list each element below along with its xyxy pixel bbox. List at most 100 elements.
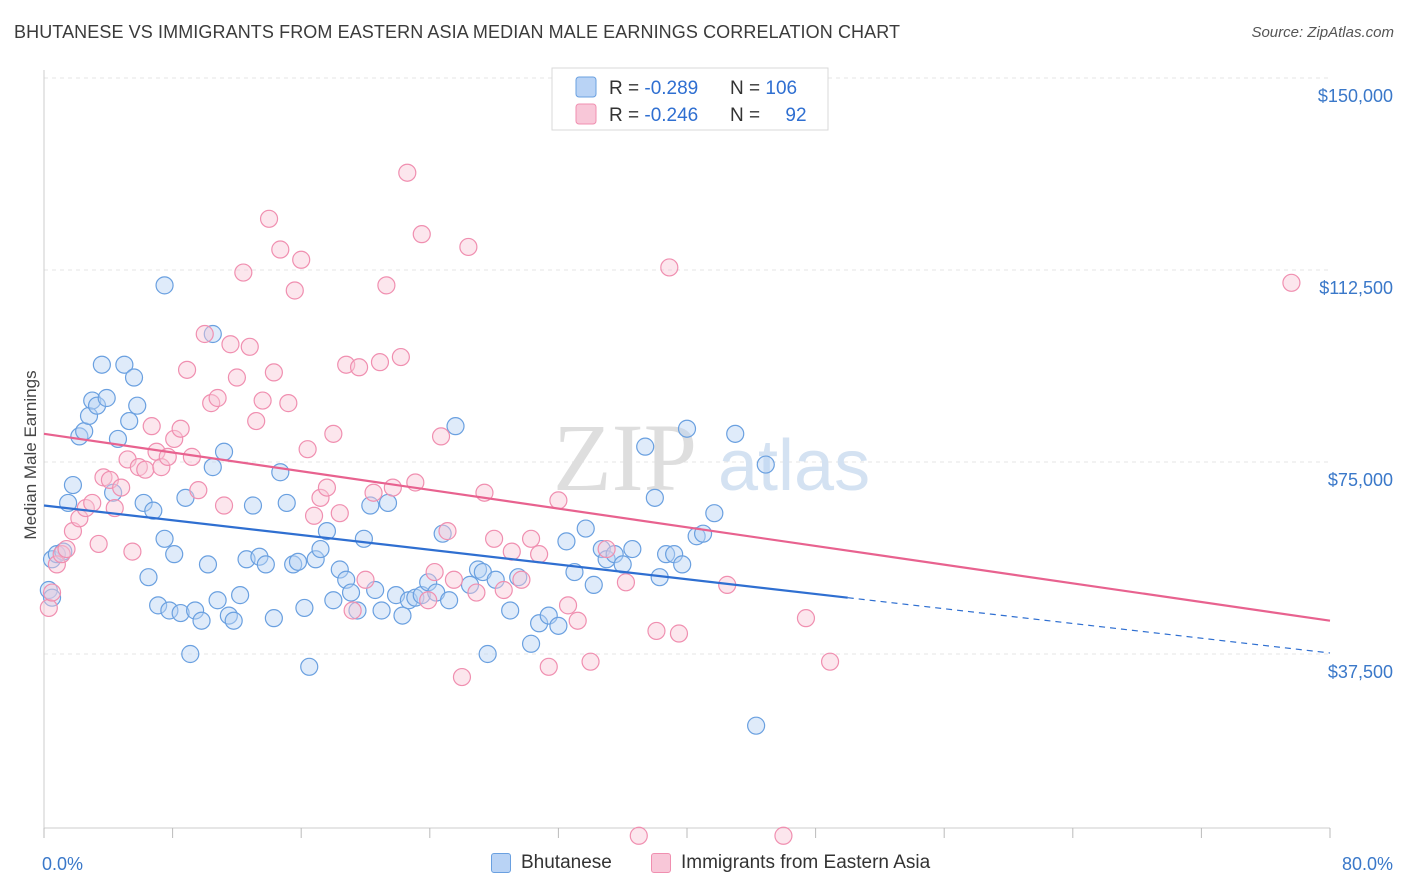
bhutanese-point xyxy=(264,609,283,628)
legend-swatch-bhutanese xyxy=(491,853,511,873)
bhutanese-point xyxy=(208,591,227,610)
bhutanese-point xyxy=(306,550,325,569)
bhutanese-point xyxy=(372,601,391,620)
eastern-asia-point xyxy=(311,488,330,507)
y-tick-label: $150,000 xyxy=(1318,86,1393,106)
bhutanese-point xyxy=(75,422,94,441)
legend-r-value-bhutanese: -0.289 xyxy=(644,78,698,99)
bhutanese-point xyxy=(97,388,116,408)
x-tick-label-min: 0.0% xyxy=(42,854,83,874)
y-tick-label: $37,500 xyxy=(1328,662,1393,682)
bhutanese-point xyxy=(677,419,697,438)
bhutanese-point xyxy=(198,555,218,574)
bhutanese-point xyxy=(530,614,549,633)
x-tick-label-max: 80.0% xyxy=(1342,854,1393,874)
bhutanese-point xyxy=(433,524,452,543)
eastern-asia-point xyxy=(304,506,324,525)
bhutanese-point xyxy=(726,424,745,443)
axes-layer xyxy=(43,70,1331,838)
eastern-asia-point xyxy=(391,347,410,367)
legend-n-value-eastern-asia: 92 xyxy=(785,105,806,126)
bhutanese-point xyxy=(354,529,373,548)
eastern-asia-point xyxy=(669,624,689,643)
legend-label-eastern-asia: Immigrants from Eastern Asia xyxy=(681,852,931,873)
bhutanese-point xyxy=(134,493,153,513)
eastern-asia-point xyxy=(412,225,431,244)
eastern-asia-point xyxy=(152,458,171,477)
eastern-asia-point xyxy=(494,580,513,600)
bhutanese-point xyxy=(645,488,664,507)
bhutanese-point xyxy=(284,555,303,574)
eastern-asia-point xyxy=(796,609,816,628)
bhutanese-point xyxy=(192,611,211,630)
bhutanese-point xyxy=(311,539,330,559)
bhutanese-point xyxy=(124,368,144,387)
bhutanese-point xyxy=(501,601,520,620)
bhutanese-point xyxy=(256,555,275,574)
eastern-asia-point xyxy=(240,337,259,356)
legend-n-label: N = xyxy=(730,105,765,126)
bhutanese-point xyxy=(203,458,222,477)
eastern-asia-point xyxy=(259,209,279,228)
watermark-zip: ZIP xyxy=(553,404,697,511)
eastern-asia-point xyxy=(189,481,208,500)
eastern-asia-point xyxy=(820,652,840,671)
bhutanese-point xyxy=(576,519,595,538)
eastern-asia-point xyxy=(370,353,390,372)
eastern-asia-point xyxy=(298,440,317,459)
bhutanese-point xyxy=(324,591,343,610)
eastern-asia-point xyxy=(774,826,793,845)
bhutanese-point xyxy=(219,606,238,625)
bhutanese-point xyxy=(557,532,576,551)
eastern-asia-points xyxy=(39,163,1301,845)
bhutanese-point xyxy=(521,634,541,653)
eastern-asia-point xyxy=(364,483,383,502)
legend-label-bhutanese: Bhutanese xyxy=(521,852,612,873)
bhutanese-trend-line xyxy=(43,504,848,599)
eastern-asia-point xyxy=(485,529,504,548)
eastern-asia-point xyxy=(221,335,240,354)
eastern-asia-point xyxy=(39,598,58,618)
bhutanese-point xyxy=(446,417,465,436)
bhutanese-point xyxy=(214,442,234,461)
eastern-asia-point xyxy=(142,417,161,436)
eastern-asia-point xyxy=(549,491,568,510)
bhutanese-point xyxy=(120,411,139,431)
trend-lines xyxy=(43,432,1331,654)
bhutanese-point xyxy=(155,276,174,295)
bhutanese-point xyxy=(87,396,107,415)
bhutanese-point xyxy=(341,583,361,602)
svg-text:N = 106: N = 106 xyxy=(730,78,797,99)
correlation-legend: R = -0.289 N = 106 R = -0.246 N = 92 xyxy=(551,67,829,131)
bhutanese-point xyxy=(756,455,775,474)
eastern-asia-point xyxy=(57,539,76,559)
eastern-asia-point xyxy=(89,534,108,554)
bhutanese-point xyxy=(636,437,655,456)
eastern-asia-point xyxy=(616,573,636,592)
bhutanese-point xyxy=(330,560,349,579)
legend-item-bhutanese: Bhutanese xyxy=(491,852,612,874)
eastern-asia-point xyxy=(467,583,486,602)
eastern-asia-point xyxy=(444,570,464,589)
eastern-asia-point xyxy=(208,388,227,408)
bhutanese-point xyxy=(181,644,200,664)
legend-n-label: N = xyxy=(730,78,765,99)
eastern-asia-point xyxy=(253,391,272,410)
eastern-asia-point xyxy=(398,163,417,182)
bhutanese-point xyxy=(243,496,263,515)
y-tick-label: $75,000 xyxy=(1328,470,1393,490)
eastern-asia-point xyxy=(177,360,197,379)
eastern-asia-point xyxy=(279,394,298,413)
legend-r-label: R = xyxy=(609,78,644,99)
bhutanese-point xyxy=(115,355,134,374)
eastern-asia-point xyxy=(438,522,457,541)
bhutanese-point xyxy=(478,644,497,664)
bhutanese-trend-extension xyxy=(847,597,1331,654)
eastern-asia-point xyxy=(530,545,549,564)
watermark-atlas: atlas xyxy=(718,426,870,506)
eastern-asia-point xyxy=(292,250,311,269)
eastern-asia-point xyxy=(425,562,444,582)
bhutanese-point xyxy=(92,355,111,374)
bhutanese-point xyxy=(705,504,724,523)
eastern-asia-point xyxy=(324,424,343,443)
